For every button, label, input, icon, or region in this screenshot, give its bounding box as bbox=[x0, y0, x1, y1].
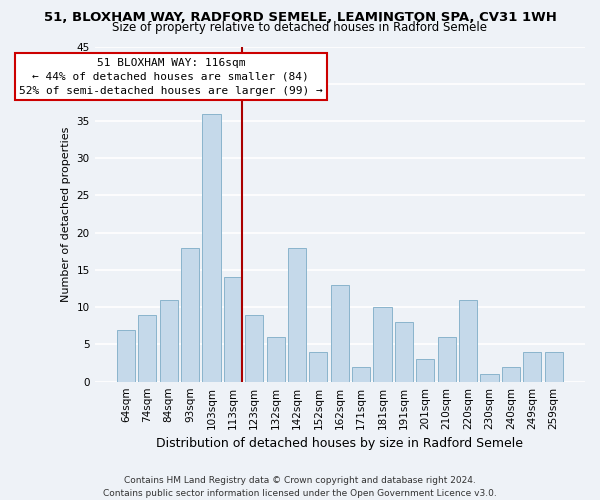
Bar bbox=[288, 248, 306, 382]
Bar bbox=[373, 307, 392, 382]
Bar bbox=[481, 374, 499, 382]
Bar bbox=[138, 314, 157, 382]
Text: 51 BLOXHAM WAY: 116sqm
← 44% of detached houses are smaller (84)
52% of semi-det: 51 BLOXHAM WAY: 116sqm ← 44% of detached… bbox=[19, 58, 323, 96]
Bar bbox=[416, 360, 434, 382]
Bar bbox=[395, 322, 413, 382]
Bar bbox=[309, 352, 328, 382]
Bar bbox=[160, 300, 178, 382]
Bar bbox=[502, 367, 520, 382]
Bar bbox=[181, 248, 199, 382]
Bar bbox=[459, 300, 477, 382]
Bar bbox=[245, 314, 263, 382]
Text: 51, BLOXHAM WAY, RADFORD SEMELE, LEAMINGTON SPA, CV31 1WH: 51, BLOXHAM WAY, RADFORD SEMELE, LEAMING… bbox=[44, 11, 556, 24]
Bar bbox=[437, 337, 456, 382]
Text: Size of property relative to detached houses in Radford Semele: Size of property relative to detached ho… bbox=[113, 21, 487, 34]
Bar bbox=[202, 114, 221, 382]
Text: Contains HM Land Registry data © Crown copyright and database right 2024.
Contai: Contains HM Land Registry data © Crown c… bbox=[103, 476, 497, 498]
X-axis label: Distribution of detached houses by size in Radford Semele: Distribution of detached houses by size … bbox=[156, 437, 523, 450]
Bar bbox=[224, 278, 242, 382]
Bar bbox=[117, 330, 135, 382]
Bar bbox=[331, 285, 349, 382]
Y-axis label: Number of detached properties: Number of detached properties bbox=[61, 126, 71, 302]
Bar bbox=[266, 337, 285, 382]
Bar bbox=[352, 367, 370, 382]
Bar bbox=[545, 352, 563, 382]
Bar bbox=[523, 352, 541, 382]
